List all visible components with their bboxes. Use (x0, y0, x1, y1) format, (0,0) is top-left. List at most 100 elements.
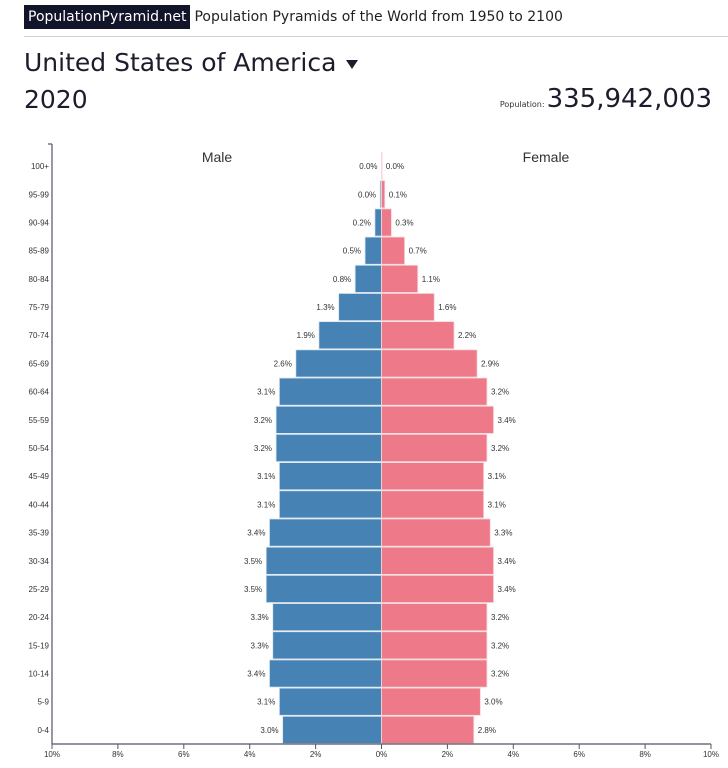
age-group-label: 100+ (31, 162, 49, 171)
bar-female (381, 349, 478, 378)
data-label-female: 3.2% (491, 388, 509, 397)
bar-male (272, 603, 382, 632)
bar-male (318, 321, 382, 350)
age-group-label: 20-24 (29, 613, 50, 622)
x-tick-label: 10% (44, 750, 60, 759)
bar-female (381, 434, 488, 462)
age-group-label: 30-34 (29, 557, 50, 566)
data-label-female: 3.0% (484, 698, 502, 707)
legend-female: Female (523, 149, 570, 165)
age-group-label: 40-44 (29, 500, 50, 509)
bar-male (278, 377, 382, 406)
data-label-female: 3.2% (491, 444, 509, 453)
age-group-label: 50-54 (29, 444, 50, 453)
bar-male (272, 631, 382, 660)
data-label-male: 3.1% (257, 388, 275, 397)
x-tick-label: 0% (376, 750, 388, 759)
data-label-female: 2.8% (478, 726, 496, 735)
x-tick-label: 6% (178, 750, 190, 759)
bar-male (278, 490, 382, 519)
age-group-label: 25-29 (29, 585, 50, 594)
age-group-label: 10-14 (29, 670, 50, 679)
bar-male (282, 715, 382, 744)
bar-female (381, 687, 481, 716)
caret-down-icon[interactable] (346, 60, 359, 69)
age-group-label: 45-49 (29, 472, 50, 481)
age-group-label: 85-89 (29, 247, 50, 256)
bar-female (381, 180, 386, 209)
data-label-female: 2.2% (458, 331, 476, 340)
data-label-female: 3.4% (498, 557, 516, 566)
bar-male (265, 546, 382, 575)
age-group-label: 90-94 (29, 218, 50, 227)
data-label-female: 1.1% (422, 275, 440, 284)
bar-male (275, 405, 382, 434)
data-label-male: 0.0% (359, 162, 377, 171)
data-label-male: 3.2% (254, 444, 272, 453)
data-label-male: 3.1% (257, 472, 275, 481)
data-label-male: 3.2% (254, 416, 272, 425)
age-group-label: 95-99 (29, 190, 50, 199)
age-group-label: 35-39 (29, 529, 50, 538)
data-label-female: 3.3% (494, 529, 512, 538)
bar-female (381, 715, 475, 744)
bar-male (269, 518, 382, 547)
population-readout: Population: 335,942,003 (500, 84, 712, 114)
bar-female (381, 490, 485, 519)
age-group-label: 0-4 (37, 726, 49, 735)
legend-male: Male (202, 149, 233, 165)
age-group-label: 60-64 (29, 388, 50, 397)
bar-female (381, 631, 488, 660)
data-label-female: 0.3% (395, 218, 413, 227)
data-label-male: 3.0% (260, 726, 278, 735)
bar-male (364, 236, 382, 265)
bar-male (265, 574, 382, 603)
data-label-female: 3.1% (488, 472, 506, 481)
x-tick-label: 4% (508, 750, 520, 759)
country-name: United States of America (24, 48, 337, 77)
site-header: PopulationPyramid.net Population Pyramid… (24, 5, 563, 29)
data-label-female: 3.1% (488, 500, 506, 509)
x-tick-label: 4% (244, 750, 256, 759)
data-label-female: 3.2% (491, 670, 509, 679)
data-label-male: 3.4% (247, 529, 265, 538)
data-label-male: 3.1% (257, 698, 275, 707)
bar-female (381, 518, 491, 547)
bar-female (381, 152, 383, 181)
x-tick-label: 10% (703, 750, 719, 759)
x-tick-label: 6% (573, 750, 585, 759)
data-label-female: 3.4% (498, 585, 516, 594)
bar-male (295, 349, 382, 378)
bar-male (338, 293, 382, 322)
site-logo[interactable]: PopulationPyramid.net (24, 5, 191, 29)
data-label-female: 0.0% (386, 162, 404, 171)
data-label-male: 0.0% (358, 190, 376, 199)
x-tick-label: 8% (639, 750, 651, 759)
bar-male (275, 434, 382, 462)
age-group-label: 70-74 (29, 331, 50, 340)
bar-female (381, 377, 488, 406)
x-tick-label: 2% (310, 750, 322, 759)
bar-female (381, 208, 392, 237)
data-label-male: 1.9% (297, 331, 315, 340)
data-label-female: 3.2% (491, 641, 509, 650)
bar-female (381, 236, 405, 265)
bar-male (269, 659, 382, 688)
header-divider (24, 36, 728, 37)
bar-female (381, 321, 455, 350)
data-label-male: 3.5% (244, 557, 262, 566)
data-label-male: 3.4% (247, 670, 265, 679)
data-label-male: 3.1% (257, 500, 275, 509)
site-tagline: Population Pyramids of the World from 19… (194, 9, 563, 25)
bar-male (278, 687, 382, 716)
bar-male (374, 208, 382, 237)
data-label-male: 3.3% (251, 613, 269, 622)
population-label: Population: (499, 100, 545, 109)
bar-male (354, 264, 382, 293)
country-selector[interactable]: United States of America (24, 48, 359, 77)
data-label-male: 3.5% (244, 585, 262, 594)
data-label-male: 2.6% (274, 359, 292, 368)
age-group-label: 15-19 (29, 641, 50, 650)
x-tick-label: 2% (442, 750, 454, 759)
